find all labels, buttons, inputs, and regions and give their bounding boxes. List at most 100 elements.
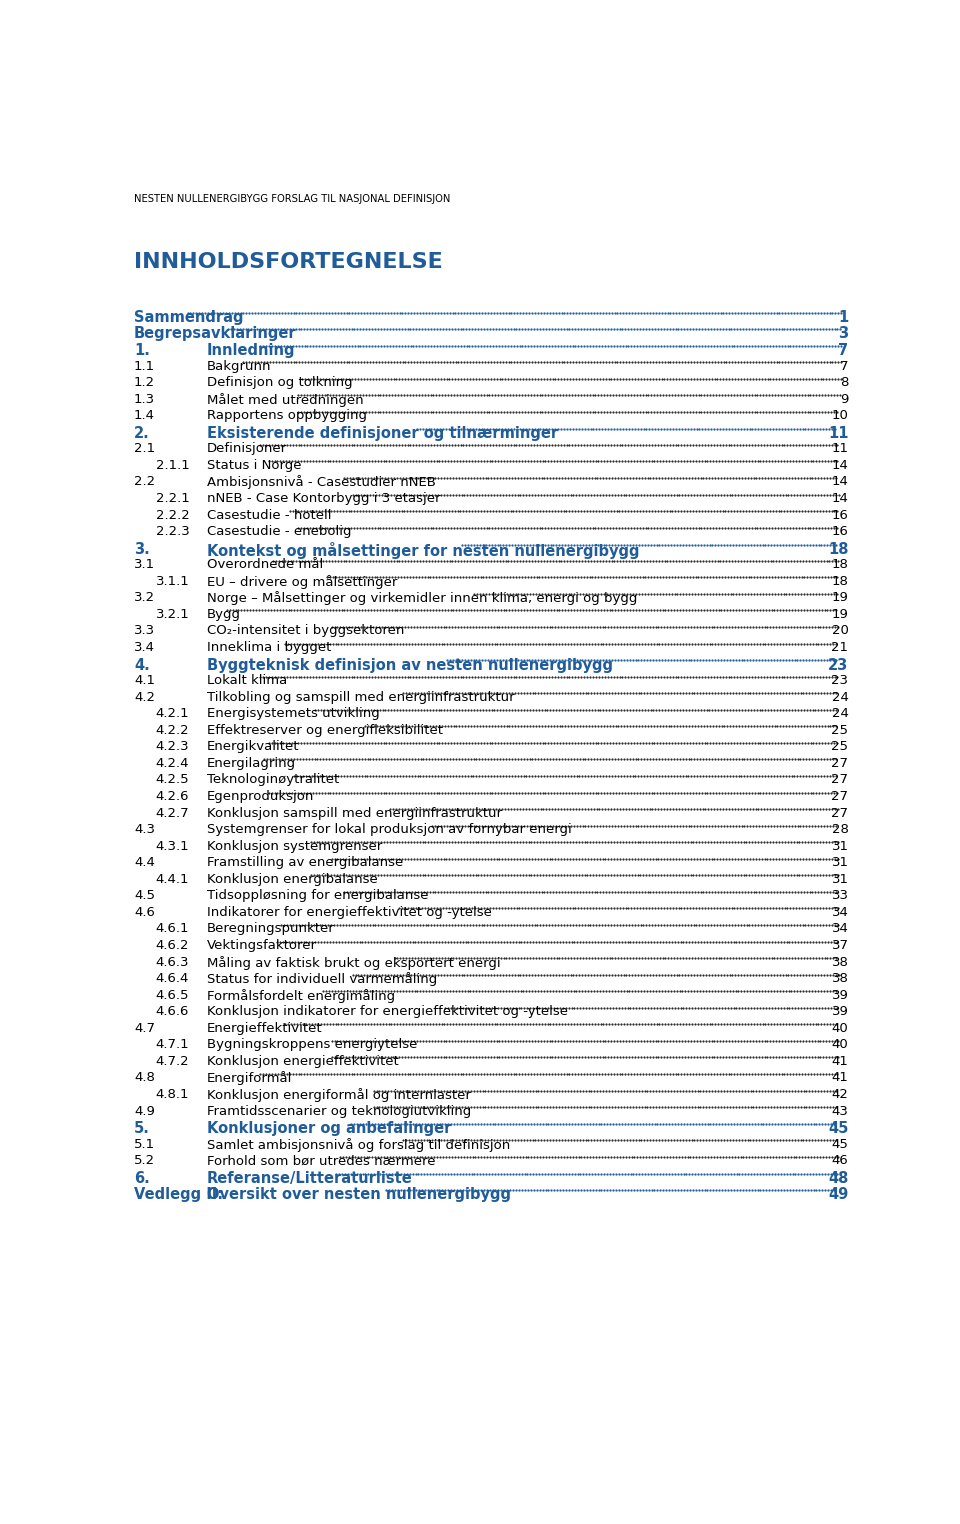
Text: 2.2.1: 2.2.1 xyxy=(156,492,189,504)
Text: 4.7: 4.7 xyxy=(134,1021,155,1035)
Text: 4.2.1: 4.2.1 xyxy=(156,707,189,721)
Text: 4.6.2: 4.6.2 xyxy=(156,939,189,952)
Text: 4.7.2: 4.7.2 xyxy=(156,1055,189,1068)
Text: 43: 43 xyxy=(831,1105,849,1117)
Text: 24: 24 xyxy=(831,707,849,721)
Text: 3.1: 3.1 xyxy=(134,558,156,572)
Text: Norge – Målsettinger og virkemidler innen klima, energi og bygg: Norge – Målsettinger og virkemidler inne… xyxy=(206,591,637,605)
Text: Casestudie - hotell: Casestudie - hotell xyxy=(206,509,331,521)
Text: 27: 27 xyxy=(831,757,849,770)
Text: Energisystemets utvikling: Energisystemets utvikling xyxy=(206,707,379,721)
Text: 11: 11 xyxy=(831,442,849,456)
Text: 4.6.4: 4.6.4 xyxy=(156,972,189,985)
Text: 14: 14 xyxy=(831,475,849,489)
Text: 4.2: 4.2 xyxy=(134,690,155,704)
Text: 39: 39 xyxy=(831,989,849,1001)
Text: Konklusjoner og anbefalinger: Konklusjoner og anbefalinger xyxy=(206,1122,451,1135)
Text: 1: 1 xyxy=(838,309,849,325)
Text: 27: 27 xyxy=(831,789,849,803)
Text: Beregningspunkter: Beregningspunkter xyxy=(206,922,334,936)
Text: 21: 21 xyxy=(831,642,849,654)
Text: 41: 41 xyxy=(831,1071,849,1085)
Text: Konklusjon samspill med energiinfrastruktur: Konklusjon samspill med energiinfrastruk… xyxy=(206,806,502,820)
Text: Ambisjonsnivå - Casestudier nNEB: Ambisjonsnivå - Casestudier nNEB xyxy=(206,475,436,489)
Text: Framstilling av energibalanse: Framstilling av energibalanse xyxy=(206,856,403,869)
Text: 37: 37 xyxy=(831,939,849,952)
Text: 1.1: 1.1 xyxy=(134,360,156,372)
Text: 40: 40 xyxy=(831,1038,849,1052)
Text: 4.2.7: 4.2.7 xyxy=(156,806,189,820)
Text: 6.: 6. xyxy=(134,1170,150,1186)
Text: 4.4.1: 4.4.1 xyxy=(156,873,189,885)
Text: Målet med utredningen: Målet med utredningen xyxy=(206,393,364,407)
Text: 18: 18 xyxy=(831,575,849,588)
Text: Byggteknisk definisjon av nesten nullenergibygg: Byggteknisk definisjon av nesten nullene… xyxy=(206,657,612,672)
Text: 38: 38 xyxy=(831,956,849,969)
Text: Egenproduksjon: Egenproduksjon xyxy=(206,789,314,803)
Text: 4.1: 4.1 xyxy=(134,674,155,687)
Text: 25: 25 xyxy=(831,724,849,736)
Text: Teknologinøytralitet: Teknologinøytralitet xyxy=(206,774,339,786)
Text: Definisjon og tolkning: Definisjon og tolkning xyxy=(206,376,352,389)
Text: 34: 34 xyxy=(831,922,849,936)
Text: Konklusjon systemgrenser: Konklusjon systemgrenser xyxy=(206,840,382,853)
Text: 4.8: 4.8 xyxy=(134,1071,155,1085)
Text: 18: 18 xyxy=(828,541,849,556)
Text: 7: 7 xyxy=(838,343,849,358)
Text: Konklusjon energieffektivitet: Konklusjon energieffektivitet xyxy=(206,1055,398,1068)
Text: Energiformål: Energiformål xyxy=(206,1071,292,1085)
Text: 4.3: 4.3 xyxy=(134,823,155,837)
Text: Innledning: Innledning xyxy=(206,343,296,358)
Text: 1.2: 1.2 xyxy=(134,376,156,389)
Text: Status for individuell varmemåling: Status for individuell varmemåling xyxy=(206,972,437,986)
Text: Konklusjon energibalanse: Konklusjon energibalanse xyxy=(206,873,377,885)
Text: 3.2.1: 3.2.1 xyxy=(156,608,189,620)
Text: Oversikt over nesten nullenergibygg: Oversikt over nesten nullenergibygg xyxy=(206,1187,511,1202)
Text: 3: 3 xyxy=(838,326,849,341)
Text: Energikvalitet: Energikvalitet xyxy=(206,741,300,753)
Text: 3.2: 3.2 xyxy=(134,591,156,605)
Text: 49: 49 xyxy=(828,1187,849,1202)
Text: 40: 40 xyxy=(831,1021,849,1035)
Text: Framtidsscenarier og teknologiutvikling: Framtidsscenarier og teknologiutvikling xyxy=(206,1105,471,1117)
Text: Formålsfordelt energimåling: Formålsfordelt energimåling xyxy=(206,989,395,1003)
Text: Tilkobling og samspill med energiinfrastruktur: Tilkobling og samspill med energiinfrast… xyxy=(206,690,515,704)
Text: 25: 25 xyxy=(831,741,849,753)
Text: Overordnede mål: Overordnede mål xyxy=(206,558,324,572)
Text: 4.5: 4.5 xyxy=(134,890,155,902)
Text: Konklusjon energiformål og internlaster: Konklusjon energiformål og internlaster xyxy=(206,1088,470,1102)
Text: 4.4: 4.4 xyxy=(134,856,155,869)
Text: 31: 31 xyxy=(831,873,849,885)
Text: 4.6: 4.6 xyxy=(134,905,155,919)
Text: nNEB - Case Kontorbygg i 3 etasjer: nNEB - Case Kontorbygg i 3 etasjer xyxy=(206,492,441,504)
Text: 34: 34 xyxy=(831,905,849,919)
Text: 23: 23 xyxy=(828,657,849,672)
Text: Energilagring: Energilagring xyxy=(206,757,296,770)
Text: 1.: 1. xyxy=(134,343,150,358)
Text: 19: 19 xyxy=(831,591,849,605)
Text: 4.: 4. xyxy=(134,657,150,672)
Text: 4.8.1: 4.8.1 xyxy=(156,1088,189,1100)
Text: 4.2.4: 4.2.4 xyxy=(156,757,189,770)
Text: 5.1: 5.1 xyxy=(134,1138,156,1151)
Text: 2.1: 2.1 xyxy=(134,442,156,456)
Text: 4.2.6: 4.2.6 xyxy=(156,789,189,803)
Text: 3.4: 3.4 xyxy=(134,642,155,654)
Text: 4.9: 4.9 xyxy=(134,1105,155,1117)
Text: Referanse/Litteraturliste: Referanse/Litteraturliste xyxy=(206,1170,413,1186)
Text: 2.2.2: 2.2.2 xyxy=(156,509,189,521)
Text: 3.: 3. xyxy=(134,541,150,556)
Text: Bygningskroppens energiytelse: Bygningskroppens energiytelse xyxy=(206,1038,418,1052)
Text: Energieffektivitet: Energieffektivitet xyxy=(206,1021,323,1035)
Text: Samlet ambisjonsnivå og forslag til definisjon: Samlet ambisjonsnivå og forslag til defi… xyxy=(206,1138,510,1152)
Text: 4.6.6: 4.6.6 xyxy=(156,1006,189,1018)
Text: 28: 28 xyxy=(831,823,849,837)
Text: Konklusjon indikatorer for energieffektivitet og -ytelse: Konklusjon indikatorer for energieffekti… xyxy=(206,1006,567,1018)
Text: 48: 48 xyxy=(828,1170,849,1186)
Text: 10: 10 xyxy=(831,410,849,422)
Text: Indikatorer for energieffektivitet og -ytelse: Indikatorer for energieffektivitet og -y… xyxy=(206,905,492,919)
Text: 5.2: 5.2 xyxy=(134,1154,156,1167)
Text: 16: 16 xyxy=(831,509,849,521)
Text: 14: 14 xyxy=(831,492,849,504)
Text: Vektingsfaktorer: Vektingsfaktorer xyxy=(206,939,317,952)
